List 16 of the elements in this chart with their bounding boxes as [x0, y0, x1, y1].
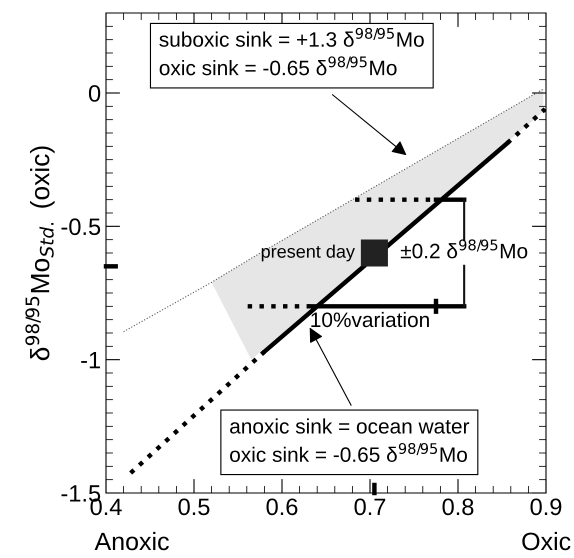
y-axis-title: δ$^{98/95}$Mo$_{Std.}$ (oxic): [25, 146, 55, 360]
x-tick-label: 0.7: [354, 498, 386, 516]
y-tick-label: -1: [81, 352, 100, 368]
x-tick-label: 0.9: [530, 498, 562, 516]
annotation: anoxic sink = ocean water oxic sink = -0.65 δ$^{98/95}$Mo: [230, 418, 470, 462]
x-tick-label: 0.8: [442, 498, 474, 516]
annotation: ±0.2 δ$^{98/95}$Mo: [400, 239, 528, 258]
text: Oxic: [522, 532, 570, 550]
text: Anoxic: [94, 532, 169, 550]
x-tick-label: 0.6: [266, 498, 298, 516]
annotation: 10%variation: [311, 312, 429, 328]
x-tick-label: 0.5: [178, 498, 210, 516]
annotation: present day: [262, 244, 355, 262]
text: suboxic sink = +1.3 δ$^{98/95}$Mo oxic sink = -0.65 δ$^{98/95}$Mo: [159, 28, 424, 76]
y-tick-label: 0: [88, 85, 100, 102]
y-tick-label: -0.5: [62, 218, 100, 236]
